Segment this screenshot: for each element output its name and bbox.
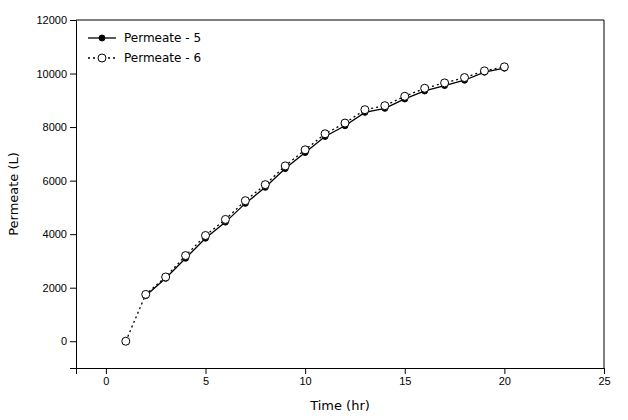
point (421, 84, 429, 92)
point (221, 215, 229, 223)
point (241, 197, 249, 205)
data-layer (122, 63, 509, 345)
tick-mark (106, 368, 107, 374)
point (441, 79, 449, 87)
tick: 20 (499, 368, 511, 387)
tick-label: 0 (103, 375, 109, 387)
tick: 10000 (36, 68, 76, 80)
tick-mark (305, 368, 306, 374)
tick: 8000 (43, 121, 76, 133)
point (500, 63, 508, 71)
point (122, 337, 130, 345)
tick-mark (70, 181, 76, 182)
tick: 15 (399, 368, 411, 387)
legend-item: Permeate - 5 (88, 31, 201, 45)
chart: 0 5 10 15 20 25 0 2000 4000 6000 8000 10000 12000 Per… (0, 0, 628, 420)
tick-label: 6000 (43, 175, 67, 187)
tick-label: 0 (61, 335, 67, 347)
frame (604, 20, 605, 368)
point (321, 130, 329, 138)
legend-item: Permeate - 6 (88, 51, 201, 65)
axis-line (70, 21, 77, 369)
point (401, 92, 409, 100)
point (381, 102, 389, 110)
point (142, 290, 150, 298)
tick: 6000 (43, 175, 76, 187)
tick-mark (405, 368, 406, 374)
line (126, 67, 505, 341)
point (281, 162, 289, 170)
tick-mark (70, 127, 76, 128)
point (461, 74, 469, 82)
axis-line (77, 369, 605, 375)
tick-label: 10 (300, 375, 312, 387)
tick: 12000 (36, 14, 76, 26)
point (261, 181, 269, 189)
legend-label: Permeate - 5 (124, 31, 201, 45)
point (301, 146, 309, 154)
tick-mark (604, 368, 605, 374)
legend-marker (99, 35, 105, 41)
tick-label: 2000 (43, 282, 67, 294)
point (480, 67, 488, 75)
legend-marker (98, 54, 106, 62)
y-axis: 0 2000 4000 6000 8000 10000 12000 (36, 14, 76, 368)
tick-mark (206, 368, 207, 374)
y-axis-title: Permeate (L) (6, 152, 21, 236)
tick-mark (504, 368, 505, 374)
tick-label: 25 (598, 375, 610, 387)
tick-mark (70, 288, 76, 289)
tick-label: 8000 (43, 121, 67, 133)
x-axis: 0 5 10 15 20 25 (77, 368, 611, 387)
legend: Permeate - 5 Permeate - 6 (88, 31, 201, 65)
tick: 5 (203, 368, 209, 387)
line (146, 68, 505, 296)
tick-mark (70, 20, 76, 21)
x-axis-title: Time (hr) (309, 398, 370, 413)
point (361, 106, 369, 114)
legend-label: Permeate - 6 (124, 51, 201, 65)
tick: 0 (103, 368, 109, 387)
tick-mark (70, 341, 76, 342)
point (182, 252, 190, 260)
tick: 25 (598, 368, 610, 387)
point (341, 119, 349, 127)
tick: 4000 (43, 228, 76, 240)
plot-area: 0 5 10 15 20 25 0 2000 4000 6000 8000 10000 12000 Per… (36, 14, 610, 387)
tick-label: 12000 (36, 14, 67, 26)
point (162, 273, 170, 281)
tick: 0 (61, 335, 76, 347)
tick-label: 4000 (43, 228, 67, 240)
tick-label: 10000 (36, 68, 67, 80)
tick-label: 15 (399, 375, 411, 387)
tick-mark (70, 74, 76, 75)
tick-mark (70, 234, 76, 235)
frame (76, 20, 604, 21)
tick-label: 5 (203, 375, 209, 387)
point (202, 231, 210, 239)
tick: 2000 (43, 282, 76, 294)
tick-label: 20 (499, 375, 511, 387)
tick: 10 (300, 368, 312, 387)
